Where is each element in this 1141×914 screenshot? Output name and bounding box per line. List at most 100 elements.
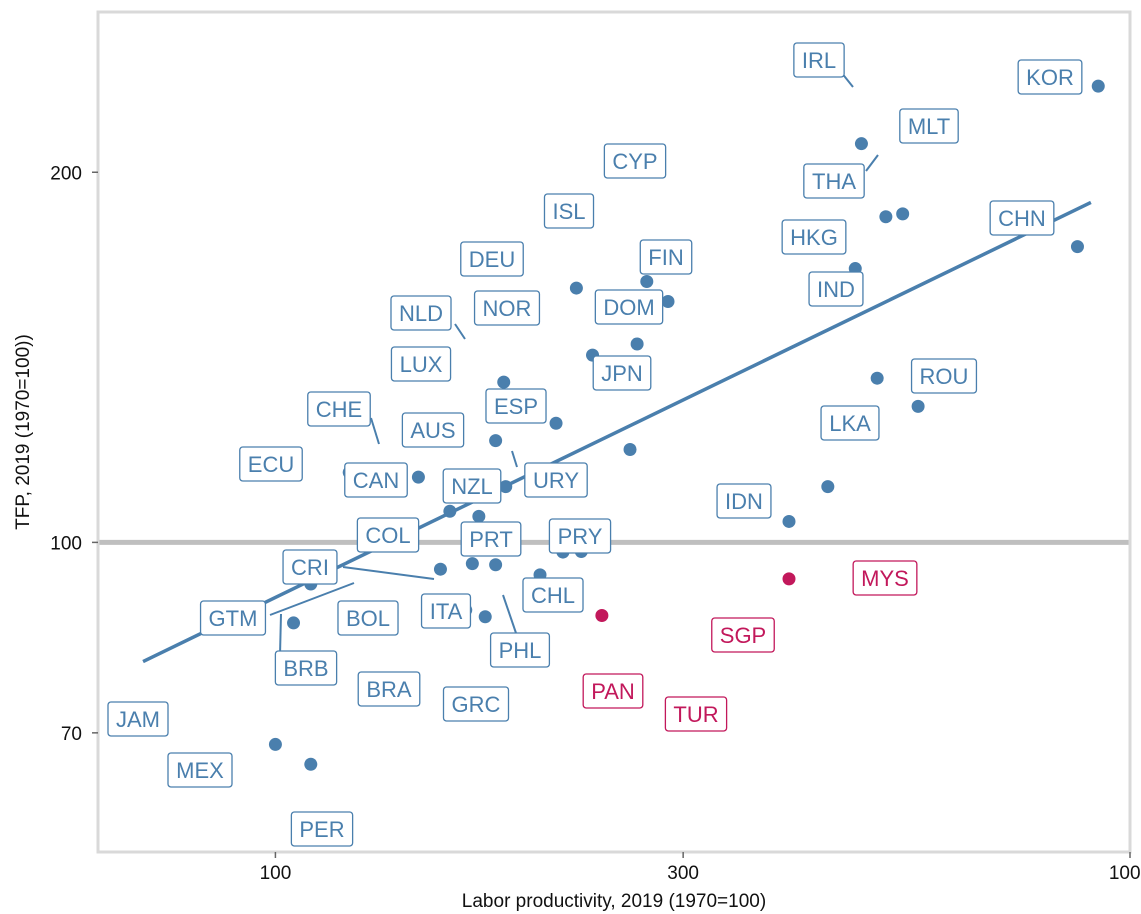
leader-brb xyxy=(279,613,282,656)
label-box xyxy=(910,358,978,394)
label-text: COL xyxy=(365,523,410,548)
leader-phl xyxy=(502,594,518,637)
label-box xyxy=(664,696,728,732)
y-tick-label: 100 xyxy=(50,533,82,554)
label-deu: DEU xyxy=(460,241,524,277)
label-chl: CHL xyxy=(522,577,584,613)
point-kor xyxy=(1091,79,1105,93)
leader-nld xyxy=(454,323,466,340)
point-jpn xyxy=(623,442,637,456)
label-box xyxy=(543,193,595,229)
y-tick-label: 70 xyxy=(61,724,82,745)
label-box xyxy=(274,650,338,686)
point-fin xyxy=(661,295,675,309)
label-per: PER xyxy=(290,811,354,847)
label-text: MEX xyxy=(176,758,224,783)
label-box xyxy=(460,241,524,277)
label-text: ROU xyxy=(920,364,969,389)
label-box xyxy=(781,219,847,255)
label-box xyxy=(803,163,865,199)
label-aus: AUS xyxy=(401,412,465,448)
leader-gtm xyxy=(269,582,355,616)
point-mlt xyxy=(896,207,910,221)
label-pan: PAN xyxy=(582,673,644,709)
label-brb: BRB xyxy=(274,650,338,686)
label-box xyxy=(442,468,502,504)
point-grc xyxy=(478,610,492,624)
point-idn xyxy=(782,514,796,528)
label-box xyxy=(603,143,667,179)
plot-frame xyxy=(96,10,1132,854)
point-ind xyxy=(870,371,884,385)
point-dom xyxy=(630,337,644,351)
trend-line xyxy=(142,200,1092,664)
label-nzl: NZL xyxy=(442,468,502,504)
label-prt: PRT xyxy=(460,521,522,557)
label-text: ISL xyxy=(552,199,585,224)
label-text: MLT xyxy=(908,114,950,139)
label-text: SGP xyxy=(720,623,766,648)
label-hkg: HKG xyxy=(781,219,847,255)
label-box xyxy=(239,446,303,482)
label-rou: ROU xyxy=(910,358,978,394)
label-fin: FIN xyxy=(639,239,693,275)
label-box xyxy=(594,289,664,325)
label-text: AUS xyxy=(410,418,455,443)
point-nld xyxy=(497,375,511,389)
point-bol xyxy=(433,562,447,576)
label-che: CHE xyxy=(307,391,371,427)
point-aus xyxy=(499,480,513,494)
label-kor: KOR xyxy=(1017,59,1083,95)
label-text: IDN xyxy=(725,489,763,514)
label-box xyxy=(442,686,510,722)
label-irl: IRL xyxy=(793,42,845,78)
label-text: PRY xyxy=(558,524,603,549)
label-box xyxy=(711,617,775,653)
label-mlt: MLT xyxy=(899,108,959,144)
label-text: PRT xyxy=(469,527,513,552)
label-text: DOM xyxy=(603,295,654,320)
label-box xyxy=(592,355,652,391)
point-irl xyxy=(854,137,868,151)
label-box xyxy=(522,577,584,613)
label-esp: ESP xyxy=(485,388,547,424)
label-box xyxy=(808,271,864,307)
label-box xyxy=(390,346,452,382)
point-esp xyxy=(549,416,563,430)
label-can: CAN xyxy=(344,462,408,498)
point-per xyxy=(304,757,318,771)
point-labels: KOR IRL MLT THA CHN HKG IND ROU LKA IDN CYP ISL FIN D… xyxy=(107,42,1083,847)
label-isl: ISL xyxy=(543,193,595,229)
label-box xyxy=(356,517,420,553)
point-cri xyxy=(465,557,479,571)
point-ita xyxy=(489,558,503,572)
leader-tha xyxy=(865,154,879,172)
label-box xyxy=(793,42,845,78)
label-text: DEU xyxy=(469,247,515,272)
label-box xyxy=(852,560,918,596)
label-text: CRI xyxy=(291,555,329,580)
trend-layer xyxy=(142,200,1092,664)
label-text: CHE xyxy=(316,397,362,422)
x-tick-label: 1000 xyxy=(1109,863,1141,884)
label-cyp: CYP xyxy=(603,143,667,179)
label-lka: LKA xyxy=(820,405,880,441)
label-ita: ITA xyxy=(420,593,472,629)
label-box xyxy=(524,462,588,498)
label-box xyxy=(489,632,551,668)
label-box xyxy=(199,600,267,636)
label-lux: LUX xyxy=(390,346,452,382)
label-box xyxy=(485,388,547,424)
label-box xyxy=(460,521,522,557)
label-text: KOR xyxy=(1026,65,1074,90)
point-brb xyxy=(287,616,301,630)
label-text: NLD xyxy=(399,301,443,326)
label-box xyxy=(899,108,959,144)
label-nld: NLD xyxy=(390,295,452,331)
label-box xyxy=(582,673,644,709)
label-text: PHL xyxy=(499,638,542,663)
label-mex: MEX xyxy=(167,752,233,788)
label-phl: PHL xyxy=(489,632,551,668)
label-text: FIN xyxy=(648,245,683,270)
label-gtm: GTM xyxy=(199,600,267,636)
